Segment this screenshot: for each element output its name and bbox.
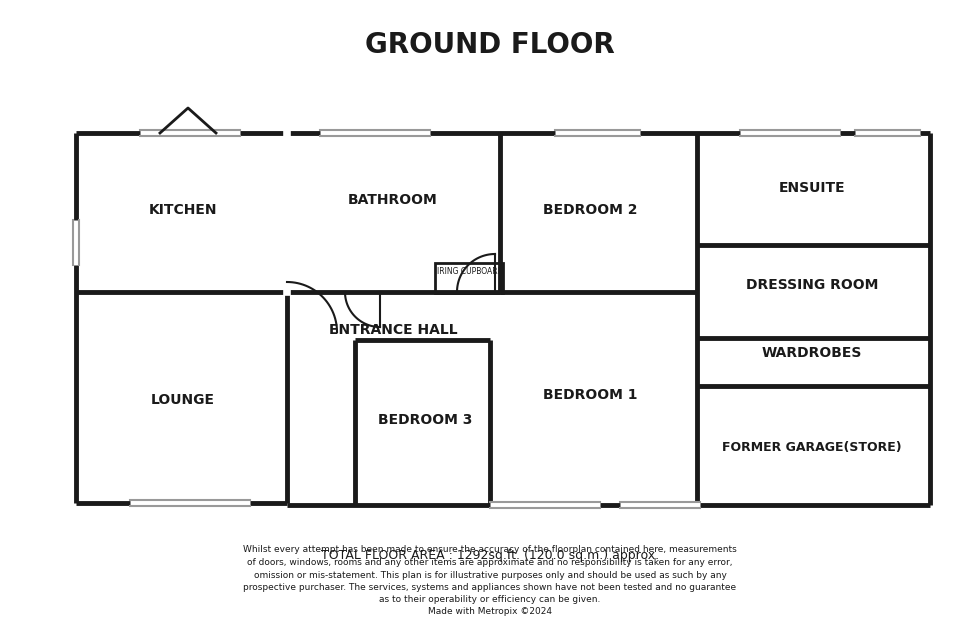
Text: Made with Metropix ©2024: Made with Metropix ©2024 [428, 608, 552, 617]
Text: BEDROOM 2: BEDROOM 2 [543, 203, 637, 217]
Text: Whilst every attempt has been made to ensure the accuracy of the floorplan conta: Whilst every attempt has been made to en… [243, 545, 737, 604]
Text: TOTAL FLOOR AREA : 1292sq.ft. (120.0 sq.m.) approx.: TOTAL FLOOR AREA : 1292sq.ft. (120.0 sq.… [320, 548, 660, 561]
Bar [435, 263, 503, 293]
Text: WARDROBES: WARDROBES [761, 346, 862, 360]
Text: BATHROOM: BATHROOM [348, 193, 438, 207]
Text: GROUND FLOOR: GROUND FLOOR [366, 31, 614, 59]
Text: IRING CUPBOARD: IRING CUPBOARD [437, 267, 504, 276]
Text: FORMER GARAGE(STORE): FORMER GARAGE(STORE) [722, 442, 902, 455]
Text: BEDROOM 1: BEDROOM 1 [543, 388, 637, 402]
Text: ENSUITE: ENSUITE [779, 181, 846, 195]
Text: DRESSING ROOM: DRESSING ROOM [746, 278, 878, 292]
Text: KITCHEN: KITCHEN [149, 203, 218, 217]
Text: BEDROOM 3: BEDROOM 3 [378, 413, 472, 427]
Text: ENTRANCE HALL: ENTRANCE HALL [328, 323, 458, 337]
Text: LOUNGE: LOUNGE [151, 393, 215, 407]
